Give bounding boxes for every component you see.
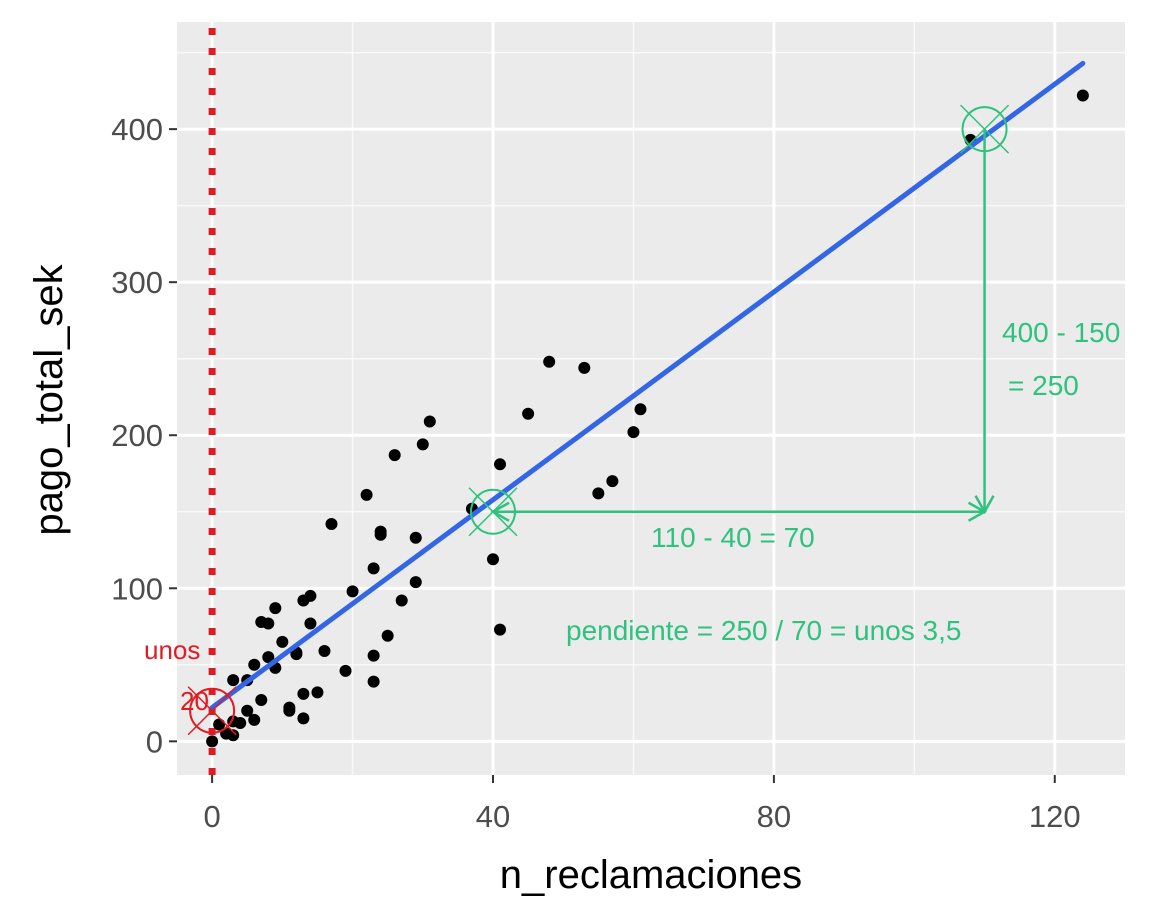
data-point	[262, 651, 275, 664]
data-point	[395, 594, 408, 607]
x-tick-label: 0	[203, 799, 220, 834]
data-point	[592, 487, 605, 500]
data-point	[578, 361, 591, 374]
data-point	[276, 635, 289, 648]
data-point	[543, 355, 556, 368]
data-point	[297, 712, 310, 725]
x-tick-label: 40	[476, 799, 510, 834]
data-point	[304, 589, 317, 602]
data-point	[634, 403, 647, 416]
data-point	[381, 629, 394, 642]
trend-line-layer	[209, 60, 1086, 711]
data-point	[283, 704, 296, 717]
y-axis-ticks: 0 100 200 300 400	[111, 112, 177, 759]
major-gridlines	[177, 22, 1125, 775]
x-axis-title: n_reclamaciones	[500, 853, 802, 897]
trend-line	[209, 60, 1086, 711]
data-point	[367, 649, 380, 662]
data-point	[423, 415, 436, 428]
data-point	[227, 729, 240, 742]
data-point	[297, 687, 310, 700]
data-point	[227, 674, 240, 687]
vertical-diff-label-2: = 250	[1008, 370, 1079, 401]
horizontal-diff-label: 110 - 40 = 70	[651, 522, 815, 553]
data-point	[255, 694, 268, 707]
data-point	[234, 716, 247, 729]
data-point	[262, 617, 275, 630]
intercept-label-2: 20	[180, 686, 209, 716]
data-point	[360, 488, 373, 501]
data-point	[248, 658, 261, 671]
data-point	[494, 623, 507, 636]
data-point	[269, 602, 282, 615]
y-tick-label: 200	[111, 418, 163, 453]
data-points	[206, 89, 1089, 748]
x-axis-ticks: 0 40 80 120	[203, 775, 1081, 834]
data-point	[606, 475, 619, 488]
vertical-arrowhead	[974, 495, 995, 515]
data-point	[241, 704, 254, 717]
data-point	[311, 686, 324, 699]
data-point	[346, 585, 359, 598]
annotations	[187, 104, 1010, 736]
marker-circle	[189, 687, 236, 734]
data-point	[1076, 89, 1089, 102]
marker-cross-line	[187, 686, 237, 736]
data-point	[522, 407, 535, 420]
data-point	[367, 562, 380, 575]
data-point	[487, 553, 499, 566]
x-tick-label: 120	[1029, 799, 1081, 834]
data-point	[318, 645, 331, 658]
data-point	[388, 449, 401, 462]
y-tick-label: 0	[146, 724, 163, 759]
y-tick-label: 300	[111, 265, 163, 300]
y-tick-label: 400	[111, 112, 163, 147]
y-axis-title: pago_total_sek	[27, 263, 71, 535]
circle-x-marker	[187, 686, 237, 736]
data-point	[409, 531, 422, 544]
y-tick-label: 100	[111, 571, 163, 606]
intercept-label-1: unos	[144, 635, 200, 665]
vertical-diff-label-1: 400 - 150	[1002, 317, 1120, 348]
data-point	[409, 576, 422, 589]
horizontal-arrowhead-left	[490, 501, 510, 522]
x-tick-label: 80	[757, 799, 791, 834]
data-point	[339, 664, 352, 677]
data-point	[248, 713, 261, 726]
data-point	[416, 438, 429, 451]
data-point	[627, 426, 640, 439]
data-point	[494, 458, 507, 471]
data-point	[367, 675, 380, 688]
data-point	[374, 528, 387, 541]
data-point	[304, 617, 317, 630]
data-point	[206, 735, 219, 748]
data-point	[325, 518, 338, 530]
slope-label: pendiente = 250 / 70 = unos 3,5	[566, 615, 961, 646]
